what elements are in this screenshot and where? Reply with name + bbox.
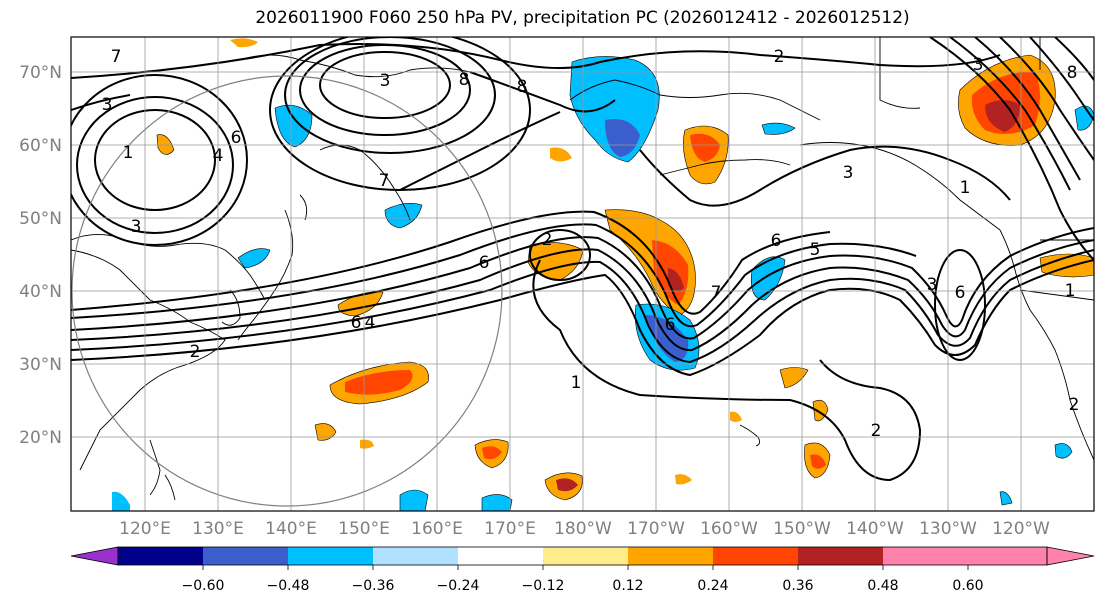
colorbar-tick-label: 0.24 <box>697 578 728 594</box>
lat-label: 60°N <box>19 136 62 156</box>
lat-label: 50°N <box>19 209 62 229</box>
colorbar-tick-label: 0.48 <box>867 578 898 594</box>
lon-label: 170°E <box>484 519 536 539</box>
lon-label: 140°W <box>846 519 904 539</box>
colorbar-segment <box>798 547 883 565</box>
contour-label: 2 <box>1069 395 1080 415</box>
pv-contours <box>71 37 1094 482</box>
contour-label: 3 <box>380 71 391 91</box>
colorbar-tick-label: −0.60 <box>182 578 225 594</box>
lon-label: 180°W <box>554 519 612 539</box>
contour-label: 3 <box>927 275 938 295</box>
contour-label: 2 <box>774 47 785 67</box>
contour-label: 4 <box>213 146 224 166</box>
colorbar-extend-high <box>1046 546 1095 566</box>
lon-label: 150°W <box>773 519 831 539</box>
coastlines <box>71 37 1094 501</box>
colorbar-tick-label: 0.12 <box>612 578 643 594</box>
colorbar-extend-low <box>70 546 119 566</box>
lat-label: 40°N <box>19 282 62 302</box>
map-frame <box>70 36 1095 512</box>
contour-label: 3 <box>102 95 113 115</box>
contour-label: 6 <box>771 231 782 251</box>
colorbar-segment <box>373 547 458 565</box>
contour-label: 1 <box>571 373 582 393</box>
colorbar-tick-label: −0.24 <box>437 578 480 594</box>
contour-label: 8 <box>517 77 528 97</box>
contour-label: 6 <box>665 315 676 335</box>
contour-label: 8 <box>459 70 470 90</box>
contour-label: 5 <box>810 240 821 260</box>
colorbar-segment <box>883 547 1047 565</box>
lon-label: 160°W <box>700 519 758 539</box>
contour-label: 6 <box>479 253 490 273</box>
contour-label: 4 <box>365 313 376 333</box>
colorbar-segment <box>458 547 543 565</box>
colorbar-segment <box>543 547 628 565</box>
colorbar-tick-label: 0.36 <box>782 578 813 594</box>
colorbar-segment <box>628 547 713 565</box>
contour-label: 1 <box>960 178 971 198</box>
colorbar: −0.60 −0.48 −0.36 −0.24 −0.12 0.12 0.24 … <box>70 546 1095 594</box>
lon-label: 120°W <box>992 519 1050 539</box>
lat-label: 20°N <box>19 428 62 448</box>
lon-label: 150°E <box>338 519 390 539</box>
figure-title: 2026011900 F060 250 hPa PV, precipitatio… <box>255 8 910 28</box>
colorbar-segment <box>203 547 288 565</box>
lon-label: 160°E <box>411 519 463 539</box>
contour-label: 7 <box>111 47 122 67</box>
colorbar-tick-label: −0.36 <box>352 578 395 594</box>
colorbar-tick-label: 0.60 <box>952 578 983 594</box>
contour-label: 6 <box>231 128 242 148</box>
colorbar-outline <box>117 546 1048 566</box>
contour-label: 3 <box>843 163 854 183</box>
contour-label: 1 <box>123 143 134 163</box>
contour-label: 3 <box>973 55 984 75</box>
gridlines <box>71 37 1094 511</box>
colorbar-tick-label: −0.48 <box>267 578 310 594</box>
lat-label: 70°N <box>19 63 62 83</box>
longitude-labels: 120°E 130°E 140°E 150°E 160°E 170°E 180°… <box>119 519 1050 539</box>
contour-labels: 7 3 1 3 6 4 3 2 7 8 2 8 6 6 2 1 3 5 6 7 … <box>102 47 1080 441</box>
colorbar-segment <box>288 547 373 565</box>
lon-label: 170°W <box>627 519 685 539</box>
contour-label: 1 <box>1065 281 1076 301</box>
lon-label: 130°E <box>192 519 244 539</box>
colorbar-tick-label: −0.12 <box>522 578 565 594</box>
latitude-labels: 70°N 60°N 50°N 40°N 30°N 20°N <box>19 63 62 448</box>
contour-label: 7 <box>711 283 722 303</box>
colorbar-segment <box>118 547 203 565</box>
lon-label: 130°W <box>919 519 977 539</box>
contour-label: 2 <box>190 342 201 362</box>
contour-label: 6 <box>351 313 362 333</box>
contour-label: 2 <box>542 230 553 250</box>
contour-label: 8 <box>1067 63 1078 83</box>
contour-label: 3 <box>131 217 142 237</box>
contour-label: 6 <box>955 283 966 303</box>
contour-label: 2 <box>871 421 882 441</box>
colorbar-segment <box>713 547 798 565</box>
lon-label: 120°E <box>119 519 171 539</box>
lon-label: 140°E <box>265 519 317 539</box>
lat-label: 30°N <box>19 355 62 375</box>
contour-label: 7 <box>379 171 390 191</box>
